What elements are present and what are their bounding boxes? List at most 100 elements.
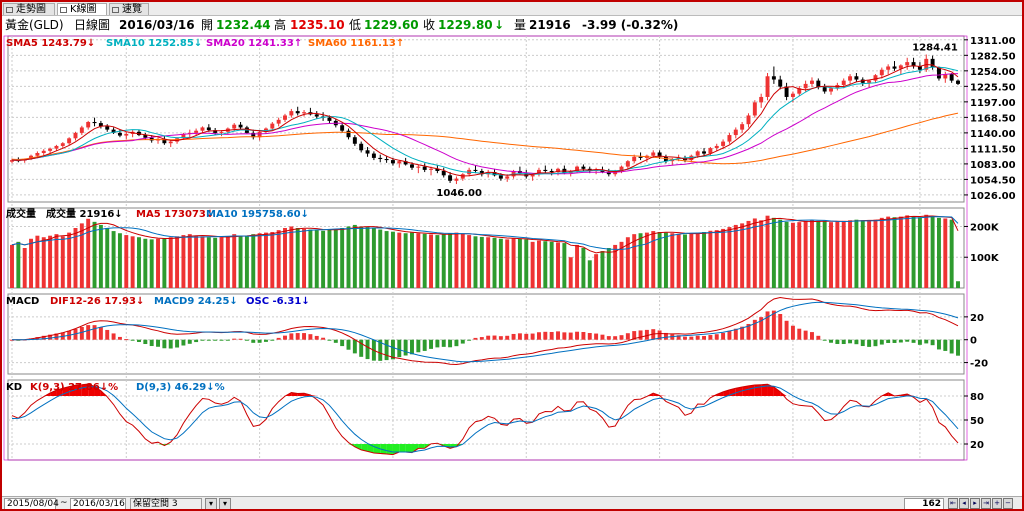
macd-osc-bar <box>797 328 802 340</box>
macd-legend-0: MACD <box>6 296 39 307</box>
macd-osc-bar <box>924 339 929 344</box>
volume-bar <box>638 233 643 288</box>
macd-osc-bar <box>149 339 154 347</box>
volume-bar <box>721 228 726 288</box>
macd-osc-bar <box>187 339 192 344</box>
candle-up <box>689 155 694 161</box>
macd-osc-bar <box>232 338 237 340</box>
volume-bar <box>156 238 160 288</box>
sma5-line <box>11 63 959 177</box>
volume-bar <box>175 236 180 288</box>
candle-down <box>340 125 345 131</box>
nav-prev-icon[interactable]: ◂ <box>959 498 969 509</box>
volume-bar <box>917 217 922 288</box>
macd-osc-bar <box>168 339 173 349</box>
candle-up <box>841 80 846 85</box>
macd-osc-bar <box>676 335 681 340</box>
candle-down <box>162 138 167 144</box>
candle-up <box>194 130 199 133</box>
macd-osc-bar <box>460 339 465 344</box>
candle-up <box>289 111 294 116</box>
macd-osc-bar <box>930 339 935 346</box>
volume-bar <box>105 228 110 288</box>
macd-osc-bar <box>289 333 294 340</box>
macd-osc-bar <box>276 337 281 340</box>
candle-down <box>422 166 427 170</box>
candle-down <box>92 121 97 124</box>
tab-trend[interactable]: 走勢圖 <box>3 3 55 15</box>
volume-bar <box>689 233 694 288</box>
vol-legend-1: 成交量 21916↓ <box>46 207 123 220</box>
tab-kline[interactable]: K線圖 <box>57 3 107 15</box>
candle-down <box>251 132 256 138</box>
macd-osc-bar <box>759 317 764 340</box>
kline-chart[interactable]: 2015/08/0491011122016/0102031311.001282.… <box>2 2 1022 462</box>
candle-up <box>168 141 173 144</box>
candle-down <box>213 130 218 133</box>
keep-space-spinner[interactable]: ▾ <box>205 498 217 509</box>
zoom-out-icon[interactable]: − <box>1003 498 1013 509</box>
macd-osc-bar <box>879 339 884 345</box>
volume-bar <box>200 236 205 288</box>
candle-down <box>314 114 319 117</box>
end-date-select[interactable]: 2016/03/16 ▾ <box>70 498 126 509</box>
volume-bar <box>575 244 580 288</box>
start-date-select[interactable]: 2015/08/04 ▾ <box>4 498 59 509</box>
macd-osc-bar <box>86 325 91 340</box>
keep-space-confirm[interactable]: ▾ <box>219 498 231 509</box>
volume-bar <box>759 220 764 288</box>
close-label: 收 <box>423 18 436 32</box>
volume-bar <box>257 233 262 288</box>
nav-next-icon[interactable]: ▸ <box>970 498 980 509</box>
tab-trend-label: 走勢圖 <box>16 4 46 15</box>
macd-osc-bar <box>568 332 573 340</box>
macd-osc-bar <box>936 339 941 350</box>
candle-down <box>581 166 586 169</box>
symbol-name: 黃金(GLD) <box>5 18 64 32</box>
candle-down <box>384 159 389 161</box>
macd-osc-bar <box>524 333 529 340</box>
candle-down <box>390 160 395 164</box>
volume-bar <box>600 251 605 288</box>
keep-space-control[interactable]: 保留空間 3 <box>130 498 202 509</box>
macd-osc-bar <box>206 339 211 341</box>
volume-bar <box>803 220 808 288</box>
nav-first-icon[interactable]: ⇤ <box>948 498 958 509</box>
candle-up <box>873 75 878 81</box>
candle-up <box>48 148 53 151</box>
macd-signal-line <box>12 301 959 363</box>
candle-up <box>575 166 580 171</box>
nav-last-icon[interactable]: ⇥ <box>981 498 991 509</box>
volume-bar <box>714 230 719 288</box>
macd-legend-1: DIF12-26 17.93↓ <box>50 296 144 307</box>
macd-osc-bar <box>162 339 167 349</box>
volume-bar <box>651 231 656 288</box>
macd-osc-bar <box>244 339 249 341</box>
volume-bar <box>498 238 503 288</box>
candle-down <box>606 172 611 175</box>
volume-bar <box>771 217 776 288</box>
volume-tick-label: 100K <box>970 253 1000 264</box>
volume-bar <box>168 237 173 288</box>
volume-bar <box>143 238 148 288</box>
candle-up <box>257 131 262 138</box>
candle-down <box>949 74 954 81</box>
zoom-in-icon[interactable]: + <box>992 498 1002 509</box>
volume-bar <box>238 235 243 288</box>
volume-bar <box>10 244 14 288</box>
macd-osc-bar <box>251 339 256 343</box>
volume-bar <box>930 216 935 288</box>
candle-down <box>543 169 548 171</box>
candle-down <box>410 164 414 168</box>
candle-up <box>898 65 903 69</box>
volume-bar <box>352 224 357 288</box>
tab-overview[interactable]: 速覽 <box>109 3 149 15</box>
macd-osc-bar <box>156 339 160 347</box>
kd-overbought-area <box>748 385 755 396</box>
volume-bar <box>905 215 910 288</box>
candle-down <box>816 80 821 88</box>
macd-osc-bar <box>956 339 960 356</box>
macd-osc-bar <box>346 339 351 350</box>
candle-down <box>498 175 503 179</box>
